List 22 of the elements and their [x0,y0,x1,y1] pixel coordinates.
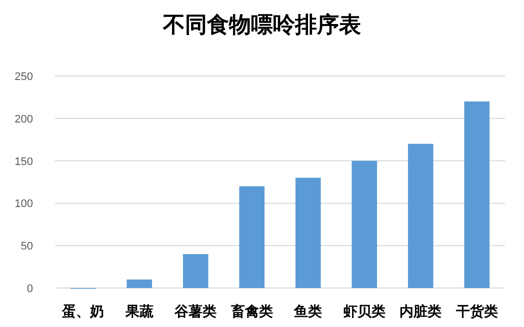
x-tick-label: 谷薯类 [174,304,217,320]
chart-title: 不同食物嘌呤排序表 [162,12,361,38]
bar [408,144,434,288]
x-tick-label: 蛋、奶 [61,304,104,320]
x-tick-label: 鱼类 [293,304,322,320]
bar [126,280,152,288]
bar [464,101,490,288]
x-tick-label: 畜禽类 [230,303,273,320]
y-tick-label: 200 [14,113,33,126]
x-tick-label: 干货类 [454,304,498,320]
y-tick-label: 150 [14,156,33,168]
x-tick-label: 内脏类 [400,303,442,320]
y-tick-label: 50 [20,240,33,253]
bar [352,160,378,288]
y-tick-label: 250 [14,71,33,83]
y-tick-label: 0 [26,283,33,295]
bar [239,186,265,288]
bar [182,254,208,288]
y-tick-label: 100 [14,198,33,210]
x-tick-label: 果蔬 [124,304,154,320]
bar [295,178,321,288]
x-tick-label: 虾贝类 [342,304,386,320]
